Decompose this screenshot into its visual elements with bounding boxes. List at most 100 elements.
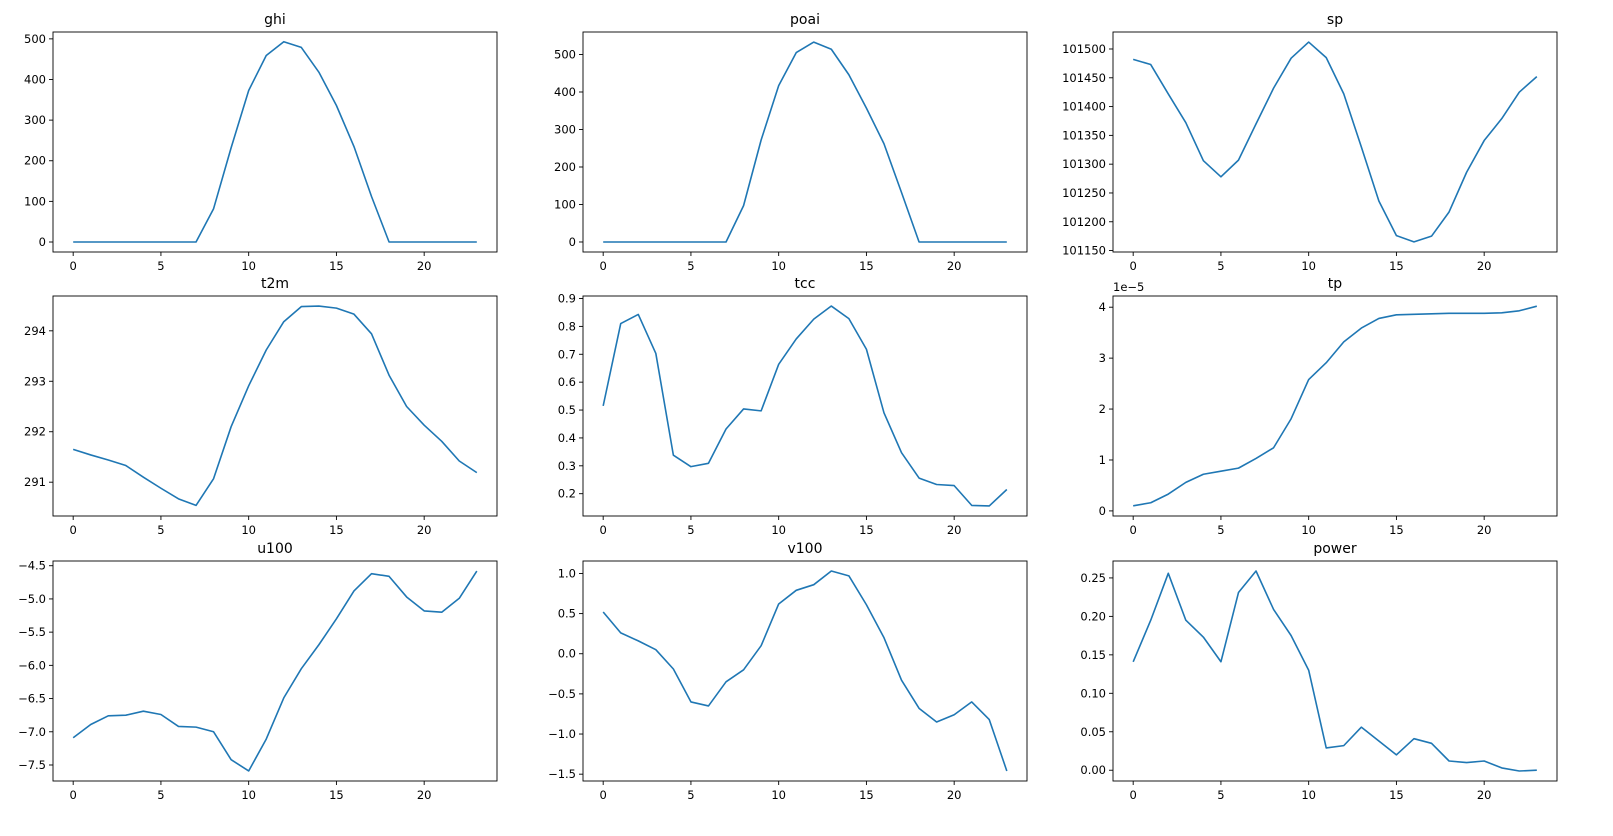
y-tick-label: −5.5 bbox=[18, 625, 46, 639]
panel-title: sp bbox=[1327, 12, 1343, 28]
data-point bbox=[901, 452, 903, 454]
y-tick-label: 0.5 bbox=[558, 607, 576, 621]
data-point bbox=[1006, 241, 1008, 243]
y-tick-label: 101200 bbox=[1062, 215, 1106, 229]
x-tick-label: 15 bbox=[1389, 523, 1404, 537]
data-point bbox=[1361, 726, 1363, 728]
data-point bbox=[936, 721, 938, 723]
y-tick-label: 291 bbox=[24, 475, 46, 489]
y-tick-label: 0.6 bbox=[558, 375, 576, 389]
data-point bbox=[1185, 619, 1187, 621]
data-point bbox=[760, 645, 762, 647]
y-tick-label: 101150 bbox=[1062, 244, 1106, 258]
data-point bbox=[423, 241, 425, 243]
data-point bbox=[673, 241, 675, 243]
data-point bbox=[778, 85, 780, 87]
data-point bbox=[1483, 760, 1485, 762]
data-point bbox=[883, 637, 885, 639]
x-tick-label: 5 bbox=[687, 788, 694, 802]
data-point bbox=[1220, 176, 1222, 178]
data-point bbox=[423, 610, 425, 612]
data-point bbox=[1448, 313, 1450, 315]
data-point bbox=[778, 364, 780, 366]
data-point bbox=[760, 139, 762, 141]
x-tick-label: 20 bbox=[947, 788, 962, 802]
data-point bbox=[883, 143, 885, 145]
data-point bbox=[901, 679, 903, 681]
data-point bbox=[1006, 770, 1008, 772]
y-tick-label: −1.5 bbox=[548, 767, 576, 781]
data-point bbox=[1220, 470, 1222, 472]
data-point bbox=[1518, 310, 1520, 312]
y-tick-label: 0.5 bbox=[558, 403, 576, 417]
data-point bbox=[1343, 745, 1345, 747]
x-tick-label: 10 bbox=[241, 788, 256, 802]
y-tick-label: 0.20 bbox=[1080, 609, 1106, 623]
data-point bbox=[1413, 738, 1415, 740]
panel-title: power bbox=[1313, 541, 1357, 557]
x-tick-label: 15 bbox=[859, 523, 874, 537]
data-point bbox=[1290, 635, 1292, 637]
axes-frame bbox=[1112, 295, 1558, 517]
data-point bbox=[107, 241, 109, 243]
y-tick-label: 0.2 bbox=[558, 487, 576, 501]
data-point bbox=[1501, 312, 1503, 314]
data-point bbox=[1431, 313, 1433, 315]
data-point bbox=[195, 726, 197, 728]
y-tick-label: 0 bbox=[1099, 504, 1106, 518]
x-tick-label: 5 bbox=[157, 259, 164, 273]
data-point bbox=[353, 590, 355, 592]
data-point bbox=[265, 349, 267, 351]
panel-sp: sp 0 5 10 15 20 101150 101200 101250 101300 101350… bbox=[1062, 12, 1558, 273]
data-point bbox=[1325, 362, 1327, 364]
data-point bbox=[265, 738, 267, 740]
y-tick-label: 0 bbox=[39, 235, 46, 249]
x-tick-label: 5 bbox=[1217, 788, 1224, 802]
data-point bbox=[476, 241, 478, 243]
data-point bbox=[1325, 57, 1327, 59]
data-point bbox=[283, 697, 285, 699]
data-point bbox=[708, 463, 710, 465]
data-point bbox=[620, 323, 622, 325]
data-point bbox=[1238, 467, 1240, 469]
data-point bbox=[971, 241, 973, 243]
y-tick-label: −6.0 bbox=[18, 658, 46, 672]
data-point bbox=[760, 410, 762, 412]
x-tick-label: 5 bbox=[1217, 259, 1224, 273]
x-tick-label: 0 bbox=[1130, 259, 1137, 273]
data-point bbox=[743, 408, 745, 410]
data-point bbox=[1378, 740, 1380, 742]
panel-title: v100 bbox=[787, 541, 822, 557]
data-point bbox=[866, 107, 868, 109]
panel-power: power 0 5 10 15 20 0.00 0.05 0.10 0.15 0.20 0.25 bbox=[1080, 541, 1558, 802]
data-point bbox=[1466, 313, 1468, 315]
data-point bbox=[690, 466, 692, 468]
panel-title: t2m bbox=[261, 276, 289, 292]
panel-title: tcc bbox=[795, 276, 816, 292]
data-point bbox=[1255, 123, 1257, 125]
data-point bbox=[637, 241, 639, 243]
y-tick-label: 101450 bbox=[1062, 71, 1106, 85]
data-point bbox=[1220, 661, 1222, 663]
data-point bbox=[1343, 341, 1345, 343]
y-tick-label: 0 bbox=[569, 235, 576, 249]
data-point bbox=[213, 208, 215, 210]
data-point bbox=[1483, 140, 1485, 142]
data-point bbox=[1167, 93, 1169, 95]
data-point bbox=[1308, 41, 1310, 43]
data-point bbox=[107, 459, 109, 461]
x-tick-label: 0 bbox=[70, 788, 77, 802]
y-tick-label: 0.7 bbox=[558, 347, 576, 361]
data-point bbox=[1431, 743, 1433, 745]
data-point bbox=[743, 205, 745, 207]
data-point bbox=[458, 241, 460, 243]
y-tick-label: 100 bbox=[554, 197, 576, 211]
data-point bbox=[1501, 118, 1503, 120]
y-tick-label: 100 bbox=[24, 194, 46, 208]
x-tick-label: 20 bbox=[947, 523, 962, 537]
y-tick-label: 500 bbox=[554, 47, 576, 61]
y-tick-label: −1.0 bbox=[548, 727, 576, 741]
x-tick-label: 10 bbox=[771, 523, 786, 537]
data-point bbox=[883, 412, 885, 414]
